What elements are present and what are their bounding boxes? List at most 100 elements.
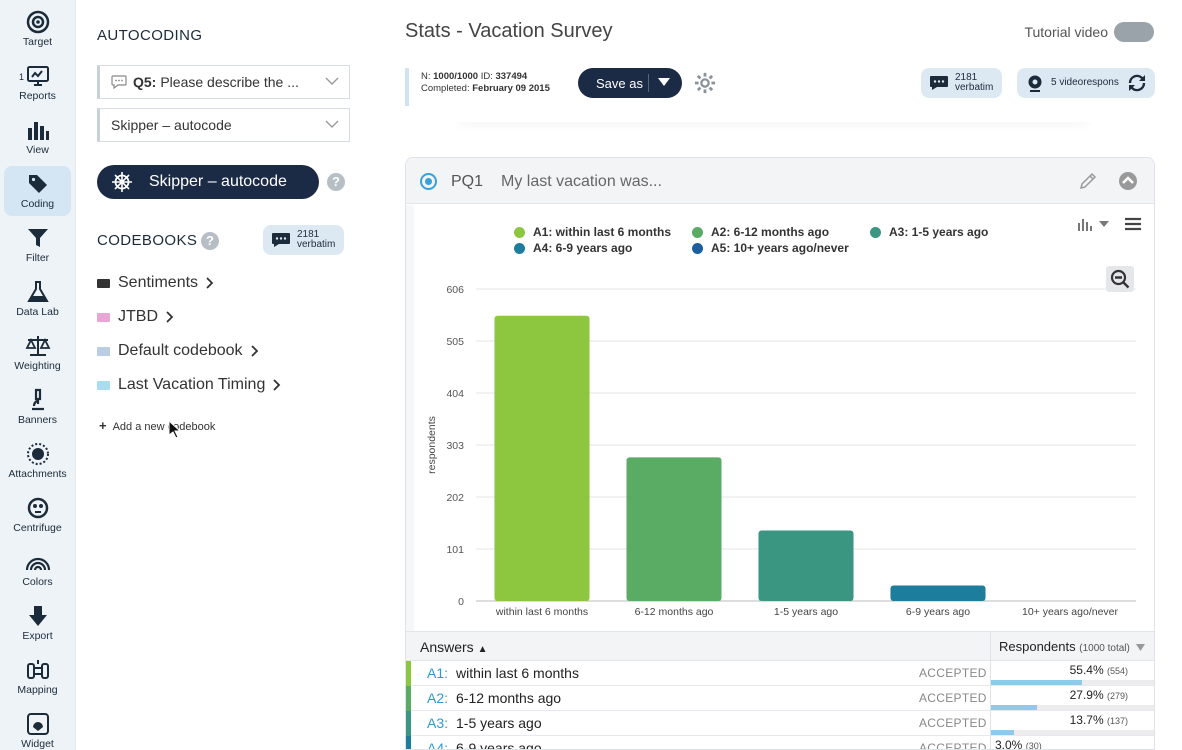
legend-item[interactable]: A3: 1-5 years ago [870, 225, 988, 239]
answers-table-header: Answers ▲ Respondents (1000 total) [406, 631, 1154, 662]
respondents-total: (1000 total) [1079, 643, 1130, 654]
answers-column-header[interactable]: Answers ▲ [420, 639, 487, 655]
codebook-item[interactable]: Default codebook [97, 342, 259, 360]
respondent-pct: 27.9% [1069, 688, 1104, 702]
bar[interactable] [758, 530, 854, 601]
nav-weighting[interactable]: Weighting [4, 328, 71, 378]
codebooks-verbatim-badge[interactable]: 2181 verbatim [263, 225, 345, 255]
respondent-cell: 27.9% (279) [990, 686, 1154, 711]
skipper-autocode-button[interactable]: Skipper – autocode [97, 165, 319, 199]
nav-filter[interactable]: Filter [4, 220, 71, 270]
table-row[interactable]: A3: 1-5 years ago ACCEPTED 13.7% (137) [406, 711, 1154, 736]
respondents-header-label: Respondents [999, 639, 1076, 654]
nav-attachments[interactable]: Attachments [4, 436, 71, 486]
nav-banners[interactable]: Banners [4, 382, 71, 432]
table-row[interactable]: A4: 6-9 years ago ACCEPTED 3.0% (30) [406, 736, 1154, 750]
y-tick-label: 202 [446, 492, 464, 504]
codebook-item[interactable]: Last Vacation Timing [97, 376, 281, 394]
save-as-button[interactable]: Save as [578, 68, 682, 98]
table-row[interactable]: A1: within last 6 months ACCEPTED 55.4% … [406, 661, 1154, 686]
n-label: N: [421, 71, 431, 82]
respondent-cell: 55.4% (554) [990, 661, 1154, 686]
zoom-out-button[interactable] [1106, 266, 1134, 292]
legend-item[interactable]: A4: 6-9 years ago [514, 241, 632, 255]
caret-down-icon[interactable] [658, 78, 670, 86]
legend-item[interactable]: A5: 10+ years ago/never [692, 241, 849, 255]
codebooks-help-icon[interactable]: ? [201, 232, 219, 250]
id-label: ID: [480, 71, 493, 82]
nav-label: Weighting [14, 360, 61, 372]
mouse-cursor-icon [168, 420, 180, 438]
nav-coding[interactable]: Coding [4, 166, 71, 216]
answer-code: A4: [427, 740, 449, 750]
question-code: PQ1 [451, 173, 484, 190]
nav-target[interactable]: Target [4, 4, 71, 54]
codebook-item[interactable]: Sentiments [97, 274, 214, 292]
nav-view[interactable]: View [4, 112, 71, 162]
chart-type-icon[interactable] [1077, 217, 1093, 231]
codebooks-title: CODEBOOKS [97, 232, 198, 249]
nav-data-lab[interactable]: Data Lab [4, 274, 71, 324]
verbatim-badge[interactable]: 2181 verbatim [921, 68, 1003, 98]
respondent-pct: 3.0% [995, 738, 1023, 750]
collapse-icon[interactable] [1118, 171, 1138, 191]
question-radio[interactable] [420, 173, 437, 190]
nav-mapping[interactable]: Mapping [4, 652, 71, 702]
legend-dot [692, 242, 703, 254]
model-select[interactable]: Skipper – autocode [97, 108, 350, 142]
refresh-button[interactable] [1119, 68, 1155, 98]
plus-icon: + [99, 418, 107, 433]
bar[interactable] [494, 315, 590, 601]
status-badge: ACCEPTED [919, 741, 987, 750]
y-tick-label: 505 [446, 336, 464, 348]
codebook-label: Default codebook [118, 342, 243, 359]
legend-item[interactable]: A1: within last 6 months [514, 225, 671, 239]
bar-chart: respondents 0 101 202 303 404 505 606 within l… [426, 284, 1136, 618]
respondent-bar [991, 730, 1014, 735]
tutorial-video-link[interactable]: Tutorial video [1024, 22, 1154, 42]
nav-label: Filter [25, 252, 50, 264]
legend-dot [514, 242, 525, 254]
folder-icon [97, 380, 110, 390]
table-row[interactable]: A2: 6-12 months ago ACCEPTED 27.9% (279) [406, 686, 1154, 711]
chevron-right-icon [166, 311, 174, 323]
chevron-down-icon [325, 77, 339, 85]
header-shadow [454, 108, 1094, 122]
legend-item[interactable]: A2: 6-12 months ago [692, 225, 829, 239]
caret-down-icon[interactable] [1098, 220, 1110, 228]
y-tick-label: 303 [446, 440, 464, 452]
codebook-label: JTBD [118, 308, 158, 325]
x-tick-label: 6-12 months ago [635, 606, 714, 618]
nav-export[interactable]: Export [4, 598, 71, 648]
nav-centrifuge[interactable]: Centrifuge [4, 490, 71, 540]
nav-reports[interactable]: 1 Reports [4, 58, 71, 108]
nav-colors[interactable]: Colors [4, 544, 71, 594]
nav-widget[interactable]: Widget [4, 706, 71, 750]
row-color-marker [406, 711, 411, 736]
funnel-icon [27, 229, 48, 247]
codebook-item[interactable]: JTBD [97, 308, 174, 326]
respondent-cell: 13.7% (137) [990, 711, 1154, 736]
hamburger-menu-icon[interactable] [1124, 217, 1142, 231]
respondents-column-header[interactable]: Respondents (1000 total) [990, 632, 1154, 662]
answer-text: 6-12 months ago [456, 690, 562, 706]
mapping-icon [26, 660, 49, 679]
bar[interactable] [626, 457, 722, 601]
answer-code: A1: [427, 665, 449, 681]
verbatim-count: 2181 [955, 72, 978, 83]
question-select[interactable]: Q5: Please describe the ... [97, 65, 350, 99]
legend-label: A3: 1-5 years ago [889, 225, 989, 239]
gear-icon[interactable] [694, 72, 716, 94]
question-card: PQ1 My last vacation was... A1: within l… [405, 157, 1155, 750]
add-codebook-link[interactable]: + Add a new codebook [99, 418, 215, 433]
legend-dot [692, 226, 703, 238]
skipper-help-icon[interactable]: ? [327, 173, 345, 191]
pencil-icon[interactable] [1079, 172, 1099, 190]
y-tick-label: 101 [446, 544, 464, 556]
bar[interactable] [890, 585, 986, 601]
reports-count: 1 [19, 72, 25, 82]
status-badge: ACCEPTED [919, 691, 987, 705]
video-responses-badge[interactable]: 5 videoresponses [1017, 68, 1139, 98]
centrifuge-icon [27, 497, 48, 519]
save-as-label: Save as [596, 75, 643, 91]
